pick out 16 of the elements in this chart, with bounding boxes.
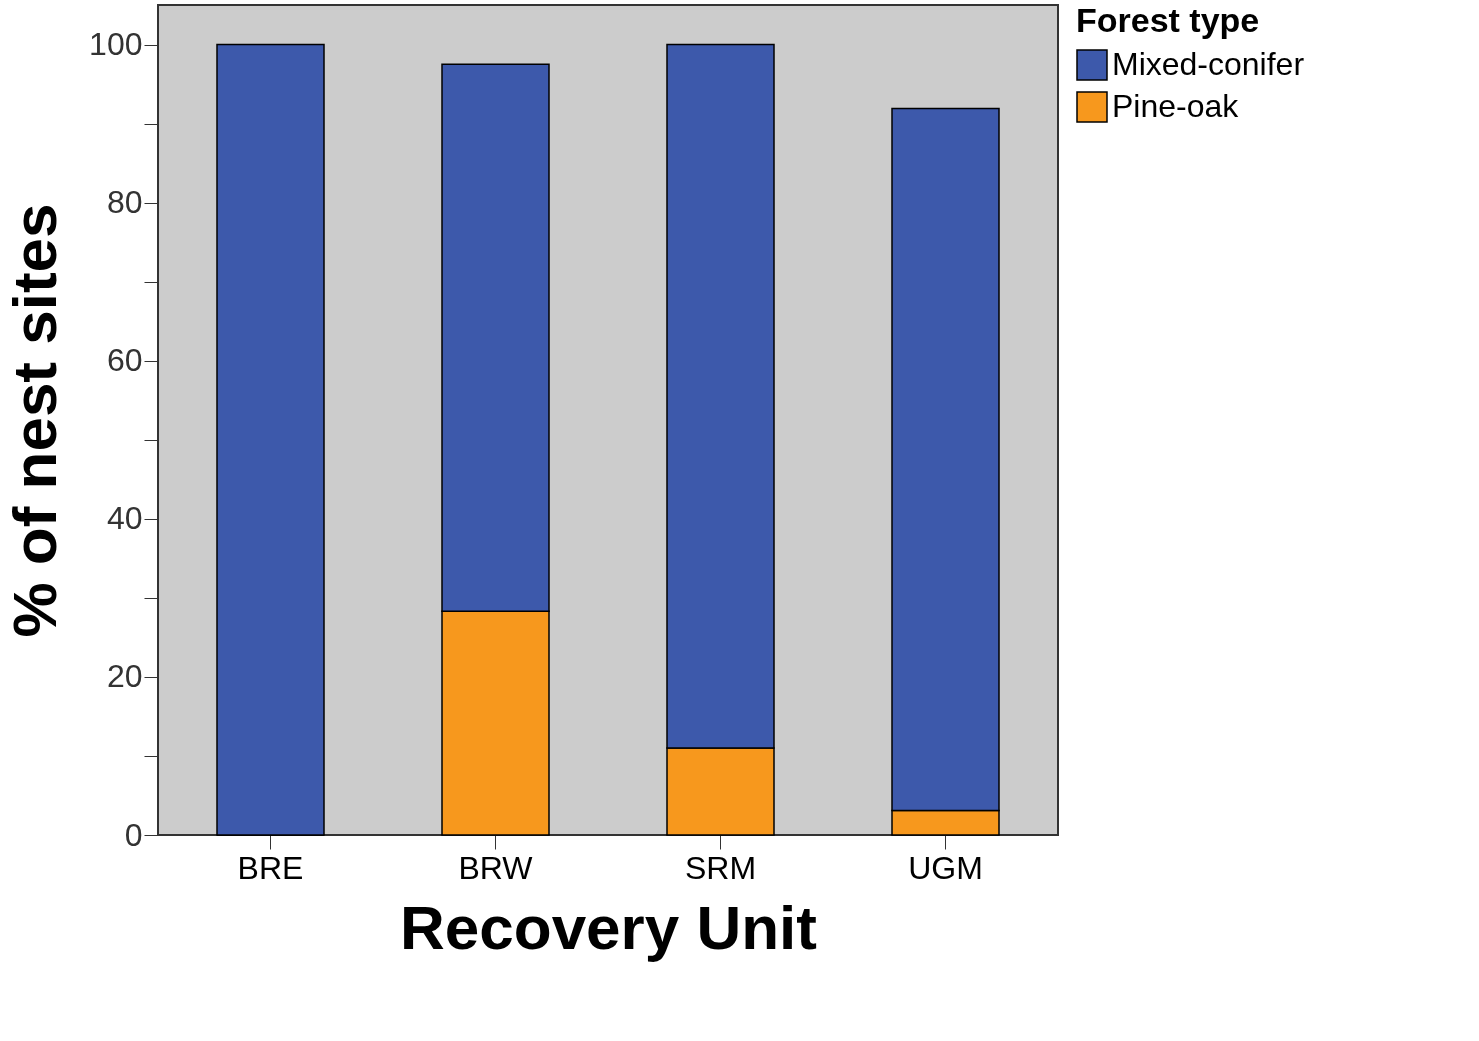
y-tick-label: 0 — [124, 816, 143, 853]
legend-title: Forest type — [1076, 1, 1260, 39]
y-tick-label: 60 — [106, 342, 143, 379]
x-axis-title: Recovery Unit — [400, 892, 817, 962]
legend-label: Mixed-conifer — [1112, 46, 1305, 82]
y-axis-title: % of nest sites — [0, 203, 70, 638]
x-tick-label: BRE — [237, 849, 304, 886]
y-tick-label: 40 — [106, 500, 143, 537]
y-tick-label: 20 — [106, 658, 143, 695]
x-tick-label: UGM — [908, 849, 983, 886]
x-tick-label: SRM — [684, 849, 757, 886]
legend-label: Pine-oak — [1112, 88, 1240, 124]
y-tick-label: 80 — [106, 184, 143, 221]
y-tick-label: 100 — [89, 26, 143, 63]
x-tick-label: BRW — [458, 849, 534, 886]
bar — [216, 43, 325, 836]
